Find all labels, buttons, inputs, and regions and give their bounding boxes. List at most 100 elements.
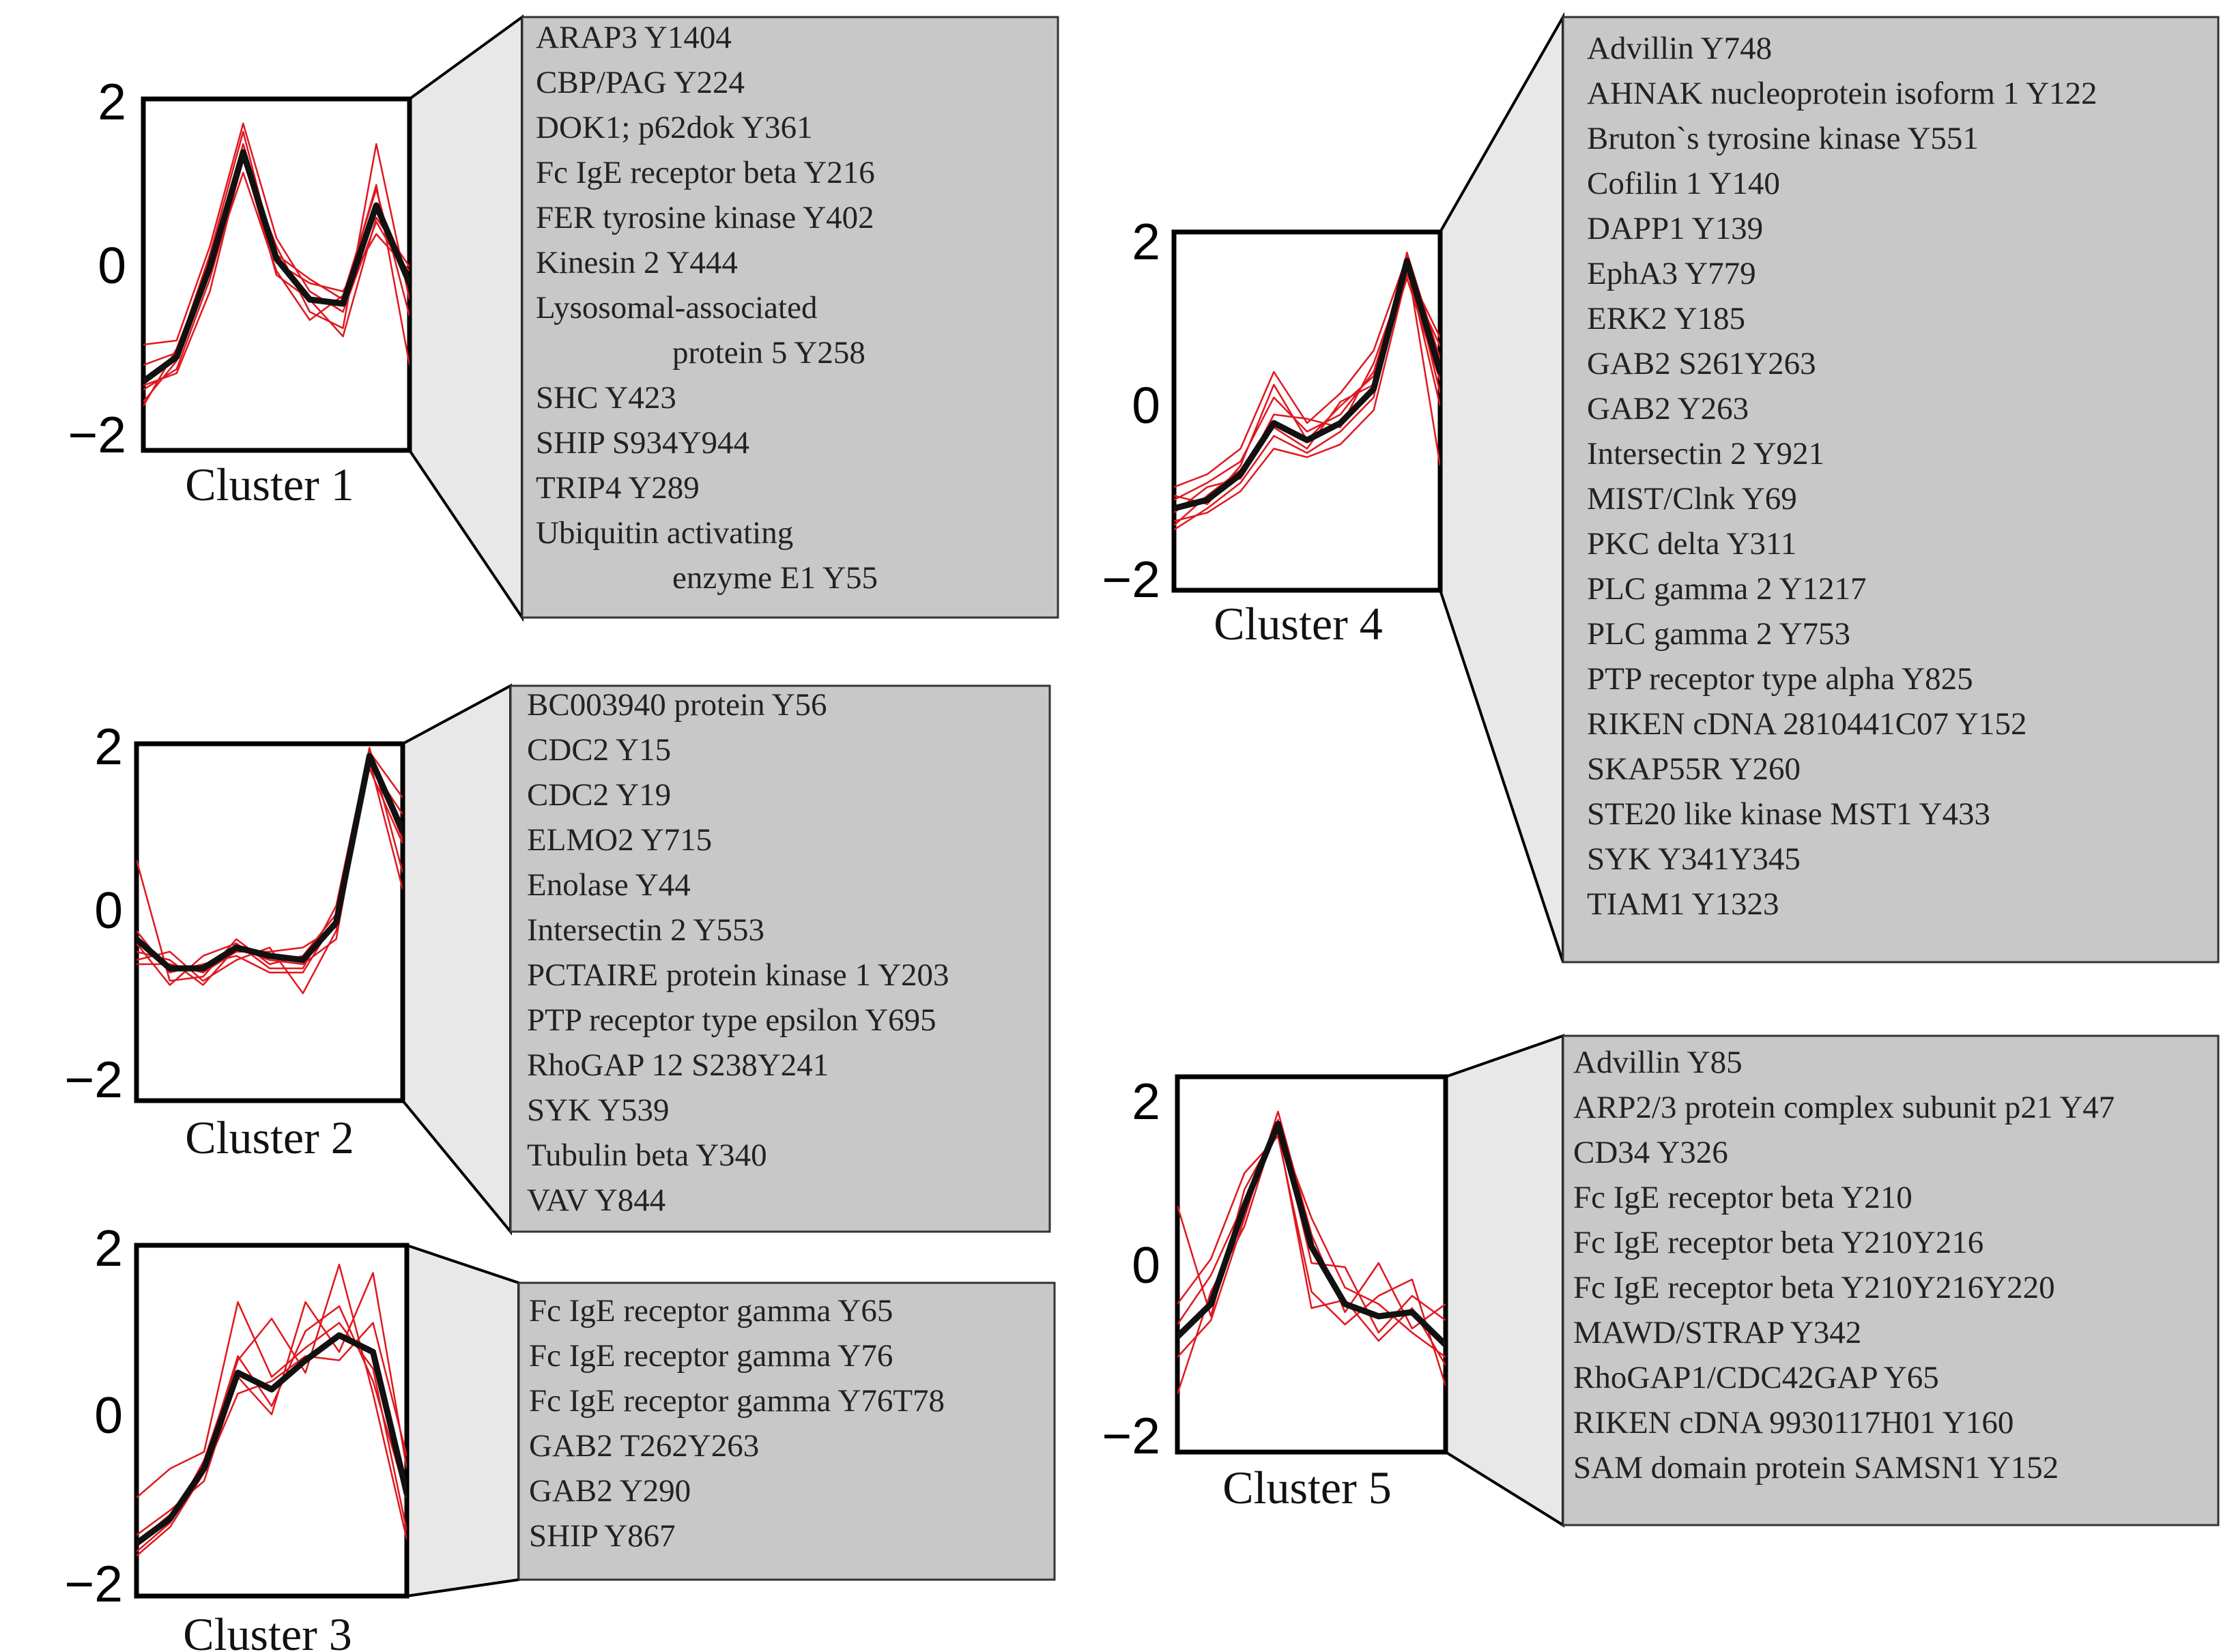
callout-connector: [408, 14, 524, 622]
protein-list-item: DAPP1 Y139: [1587, 211, 1763, 246]
protein-list-item: Fc IgE receptor gamma Y76T78: [529, 1383, 945, 1419]
y-tick-label: 2: [1132, 1073, 1160, 1130]
protein-list-item: MIST/Clnk Y69: [1587, 481, 1797, 517]
series-group: [1177, 1110, 1446, 1395]
protein-list-item: STE20 like kinase MST1 Y433: [1587, 796, 1990, 832]
protein-list-item: CD34 Y326: [1573, 1135, 1728, 1170]
member-profile-line: [1177, 1135, 1446, 1387]
protein-list-item: Intersectin 2 Y921: [1587, 436, 1824, 472]
cluster-3-panel: Fc IgE receptor gamma Y65 Fc IgE receptor…: [64, 1219, 1056, 1652]
series-group: [1174, 251, 1440, 531]
protein-list-item: enzyme E1 Y55: [672, 560, 878, 596]
protein-list-item: AHNAK nucleoprotein isoform 1 Y122: [1587, 76, 2097, 111]
protein-list-item: ERK2 Y185: [1587, 301, 1745, 336]
protein-list-item: CDC2 Y15: [527, 732, 671, 768]
member-profile-line: [1177, 1110, 1446, 1358]
protein-list-box: [1562, 16, 2220, 963]
member-profile-line: [143, 155, 410, 387]
protein-list-item: DOK1; p62dok Y361: [536, 110, 813, 145]
member-profile-line: [1174, 273, 1440, 523]
protein-list-item: ARP2/3 protein complex subunit p21 Y47: [1573, 1090, 2115, 1125]
protein-list-item: RIKEN cDNA 2810441C07 Y152: [1587, 706, 2026, 742]
series-group: [137, 1263, 407, 1557]
protein-list-item: PTP receptor type alpha Y825: [1587, 661, 1973, 697]
callout-connector: [1444, 1034, 1564, 1528]
y-tick-label: 2: [98, 73, 126, 130]
protein-list-item: Enolase Y44: [527, 867, 691, 903]
protein-list-item: RIKEN cDNA 9930117H01 Y160: [1573, 1405, 2014, 1440]
member-profile-line: [137, 1301, 407, 1531]
protein-list-item: Fc IgE receptor gamma Y65: [529, 1293, 893, 1329]
protein-list-item: SKAP55R Y260: [1587, 751, 1801, 787]
member-profile-line: [1174, 256, 1440, 488]
protein-list-item: EphA3 Y779: [1587, 256, 1756, 291]
cluster-mean-line: [143, 149, 410, 385]
protein-list-item: GAB2 Y290: [529, 1473, 691, 1509]
y-tick-label: 2: [94, 1219, 123, 1277]
y-tick-label: 0: [1132, 1236, 1160, 1294]
protein-list-item: protein 5 Y258: [672, 335, 865, 371]
protein-list-item: Kinesin 2 Y444: [536, 245, 738, 280]
plot-frame: [134, 741, 405, 1103]
protein-list-item: MAWD/STRAP Y342: [1573, 1315, 1861, 1350]
y-tick-label: 0: [94, 882, 123, 939]
protein-list-item: CDC2 Y19: [527, 777, 671, 813]
cluster-mean-line: [1177, 1120, 1446, 1348]
protein-list-item: Intersectin 2 Y553: [527, 912, 764, 948]
protein-list-item: SAM domain protein SAMSN1 Y152: [1573, 1450, 2059, 1486]
protein-list-item: Fc IgE receptor beta Y210: [1573, 1180, 1912, 1215]
protein-list-box: [517, 1281, 1056, 1581]
protein-list-item: TRIP4 Y289: [536, 470, 700, 506]
cluster-title: Cluster 3: [183, 1608, 352, 1652]
protein-list-item: BC003940 protein Y56: [527, 687, 827, 723]
member-profile-line: [143, 122, 410, 346]
protein-list-item: SHC Y423: [536, 380, 676, 416]
protein-list-item: GAB2 T262Y263: [529, 1428, 759, 1464]
protein-list-item: ARAP3 Y1404: [536, 20, 732, 55]
series-group: [137, 747, 403, 994]
cluster-5-panel: Advillin Y85 ARP2/3 protein complex subun…: [1102, 1034, 2220, 1528]
cluster-4-panel: Advillin Y748 AHNAK nucleoprotein isoform…: [1102, 12, 2220, 963]
protein-list-item: Bruton`s tyrosine kinase Y551: [1587, 121, 1979, 156]
cluster-2-panel: BC003940 protein Y56 CDC2 Y15 CDC2 Y19 ELMO…: [64, 683, 1051, 1236]
protein-list-item: SHIP S934Y944: [536, 425, 749, 461]
cluster-mean-line: [137, 1332, 407, 1547]
cluster-title: Cluster 2: [185, 1112, 354, 1163]
protein-list-item: Advillin Y748: [1587, 31, 1772, 66]
protein-list-item: FER tyrosine kinase Y402: [536, 200, 874, 235]
callout-connector: [401, 683, 512, 1236]
y-tick-label: −2: [64, 1555, 123, 1612]
protein-list-item: CBP/PAG Y224: [536, 65, 745, 100]
cluster-mean-line: [1174, 258, 1440, 512]
protein-list-item: RhoGAP1/CDC42GAP Y65: [1573, 1360, 1939, 1395]
protein-list-box: [1562, 1034, 2220, 1526]
plot-frame: [1175, 1074, 1448, 1455]
protein-list-item: TIAM1 Y1323: [1587, 886, 1779, 922]
cluster-mean-line: [137, 753, 403, 972]
y-tick-label: 2: [94, 718, 123, 775]
series-group: [143, 122, 410, 407]
cluster-1-panel: ARAP3 Y1404 CBP/PAG Y224 DOK1; p62dok Y361…: [68, 14, 1059, 622]
member-profile-line: [1177, 1131, 1446, 1366]
protein-list-item: Fc IgE receptor beta Y216: [536, 155, 875, 190]
protein-list-item: GAB2 Y263: [1587, 391, 1749, 426]
protein-list-item: PLC gamma 2 Y753: [1587, 616, 1850, 652]
callout-connector: [405, 1243, 520, 1598]
member-profile-line: [143, 143, 410, 391]
cluster-title: Cluster 4: [1214, 598, 1382, 650]
protein-list-item: Tubulin beta Y340: [527, 1137, 767, 1173]
protein-list-item: Ubiquitin activating: [536, 515, 793, 551]
cluster-title: Cluster 5: [1222, 1462, 1391, 1513]
protein-list-item: RhoGAP 12 S238Y241: [527, 1047, 829, 1083]
y-tick-label: −2: [64, 1051, 123, 1108]
protein-list-item: SHIP Y867: [529, 1518, 676, 1554]
protein-list-box: [521, 16, 1059, 619]
protein-list-item: GAB2 S261Y263: [1587, 346, 1816, 381]
protein-list-item: PCTAIRE protein kinase 1 Y203: [527, 957, 949, 993]
plot-frame: [134, 1243, 410, 1599]
y-tick-label: −2: [1102, 551, 1160, 608]
y-tick-label: 0: [94, 1387, 123, 1444]
protein-list-item: Fc IgE receptor gamma Y76: [529, 1338, 893, 1374]
member-profile-line: [137, 1322, 407, 1557]
